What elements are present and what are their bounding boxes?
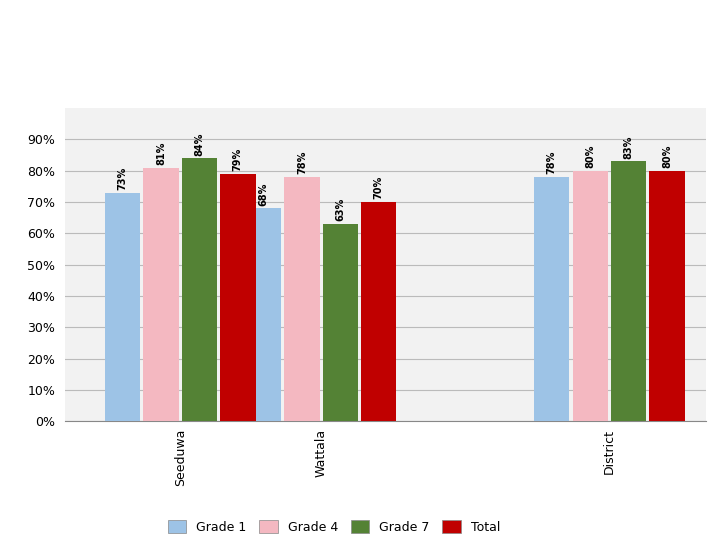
Bar — [246, 208, 281, 421]
Text: [(Healthy + Rx completion)x 100/target group]: [(Healthy + Rx completion)x 100/target g… — [18, 73, 312, 87]
Legend: Grade 1, Grade 4, Grade 7, Total: Grade 1, Grade 4, Grade 7, Total — [163, 515, 505, 539]
Text: 73%: 73% — [117, 167, 127, 190]
Bar — [105, 193, 140, 421]
Bar — [572, 171, 608, 421]
Bar — [143, 167, 179, 421]
Bar — [220, 174, 256, 421]
Text: 83%: 83% — [624, 136, 634, 159]
Text: 84%: 84% — [194, 132, 204, 156]
Text: 80%: 80% — [662, 145, 672, 168]
Bar — [284, 177, 320, 421]
Text: 79%: 79% — [233, 148, 243, 171]
Bar — [611, 161, 647, 421]
Bar — [534, 177, 570, 421]
Text: 78%: 78% — [546, 151, 557, 174]
Bar — [361, 202, 397, 421]
Text: 81%: 81% — [156, 141, 166, 165]
Text: Coverage percentage: Coverage percentage — [18, 26, 385, 56]
Text: 63%: 63% — [336, 198, 346, 221]
Text: 70%: 70% — [374, 176, 384, 199]
Bar — [323, 224, 358, 421]
Text: 68%: 68% — [258, 183, 269, 206]
Text: 80%: 80% — [585, 145, 595, 168]
Bar — [649, 171, 685, 421]
Text: 78%: 78% — [297, 151, 307, 174]
Bar — [181, 158, 217, 421]
